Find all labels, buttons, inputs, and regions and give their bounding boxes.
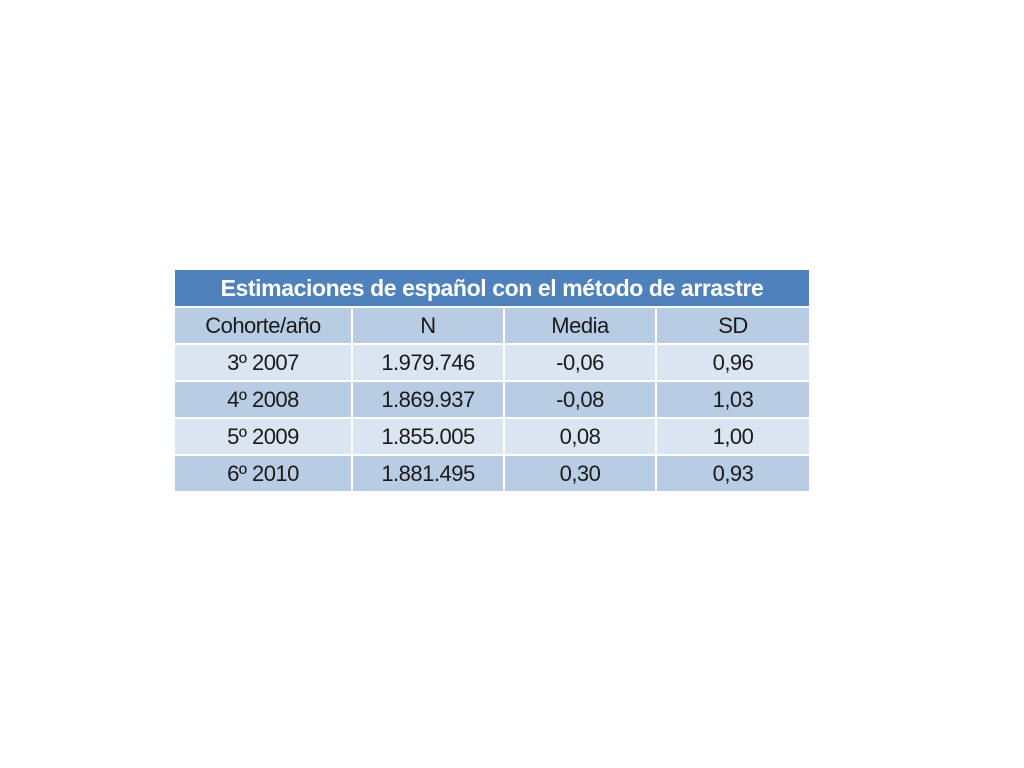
- cell-n: 1.869.937: [351, 380, 505, 419]
- table-title-row: Estimaciones de español con el método de…: [173, 268, 811, 308]
- table-row: 3º 2007 1.979.746 -0,06 0,96: [173, 343, 811, 382]
- cell-media: 0,30: [503, 454, 657, 493]
- cell-sd: 0,93: [655, 454, 811, 493]
- cell-cohort: 4º 2008: [173, 380, 353, 419]
- cell-cohort: 3º 2007: [173, 343, 353, 382]
- table-header-row: Cohorte/año N Media SD: [173, 306, 811, 345]
- cell-media: -0,08: [503, 380, 657, 419]
- cell-sd: 1,03: [655, 380, 811, 419]
- cell-n: 1.881.495: [351, 454, 505, 493]
- cell-sd: 0,96: [655, 343, 811, 382]
- cell-media: -0,06: [503, 343, 657, 382]
- estimates-table-container: Estimaciones de español con el método de…: [173, 268, 811, 493]
- column-header-n: N: [351, 306, 505, 345]
- cell-n: 1.855.005: [351, 417, 505, 456]
- cell-cohort: 5º 2009: [173, 417, 353, 456]
- cell-sd: 1,00: [655, 417, 811, 456]
- table-title: Estimaciones de español con el método de…: [173, 268, 811, 308]
- table-row: 5º 2009 1.855.005 0,08 1,00: [173, 417, 811, 456]
- cell-n: 1.979.746: [351, 343, 505, 382]
- column-header-cohort: Cohorte/año: [173, 306, 353, 345]
- column-header-sd: SD: [655, 306, 811, 345]
- estimates-table: Estimaciones de español con el método de…: [173, 268, 811, 493]
- cell-media: 0,08: [503, 417, 657, 456]
- column-header-media: Media: [503, 306, 657, 345]
- cell-cohort: 6º 2010: [173, 454, 353, 493]
- table-row: 4º 2008 1.869.937 -0,08 1,03: [173, 380, 811, 419]
- table-row: 6º 2010 1.881.495 0,30 0,93: [173, 454, 811, 493]
